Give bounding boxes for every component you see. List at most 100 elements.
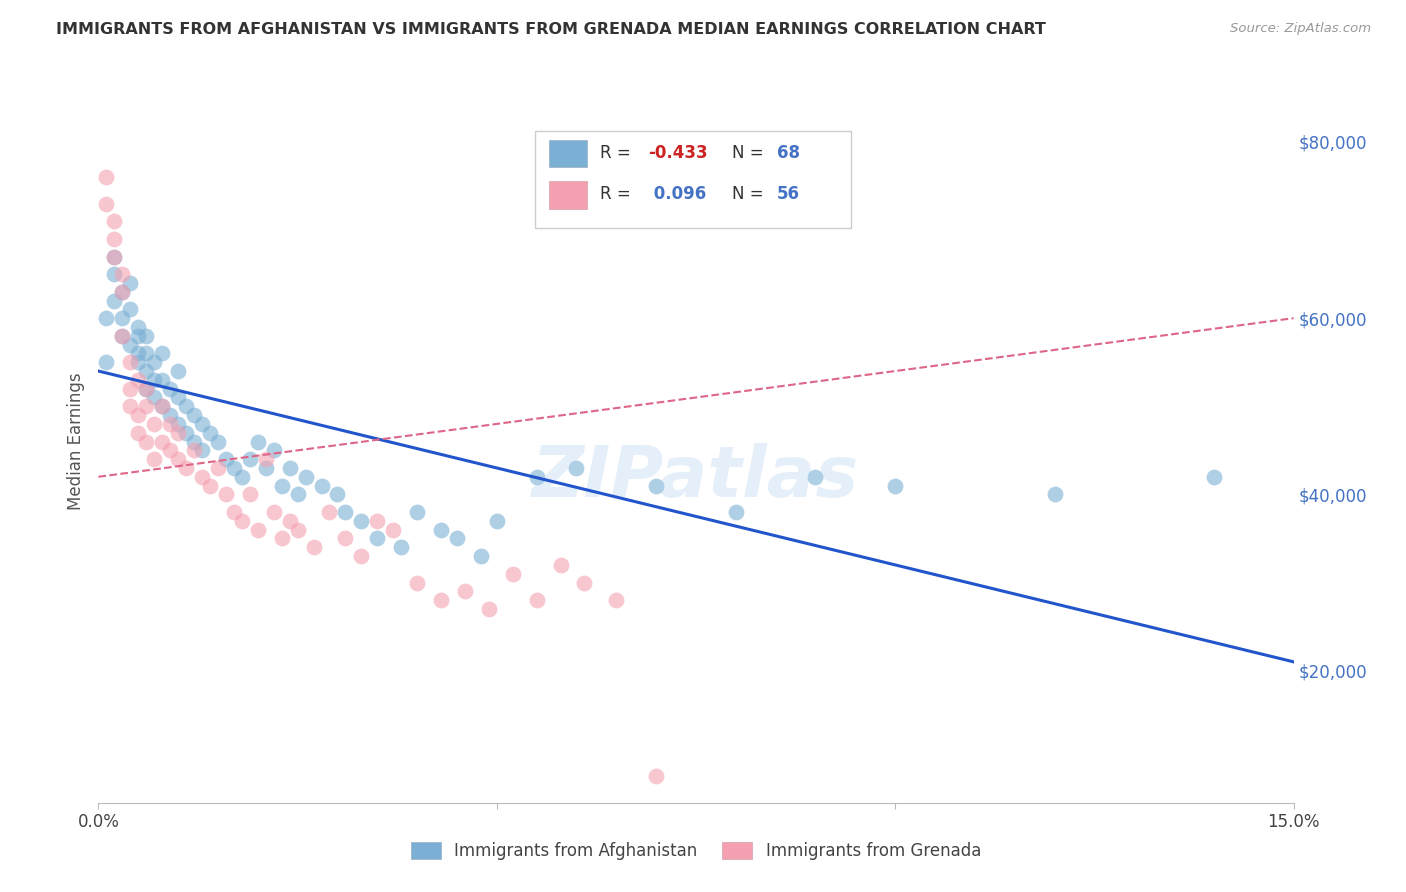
Point (143, 355, 166, 369)
Point (150, 346, 173, 360)
Text: 68: 68 (778, 144, 800, 161)
Point (135, 328, 157, 343)
Point (645, 769, 668, 783)
Point (103, 214, 125, 228)
Point (120, 337, 142, 351)
Point (406, 575, 429, 590)
Point (294, 470, 316, 484)
Point (143, 417, 166, 431)
Point (150, 399, 173, 413)
Point (350, 514, 373, 528)
Point (318, 505, 340, 519)
Point (406, 505, 429, 519)
Point (96, 355, 118, 369)
Point (287, 523, 309, 537)
Point (159, 443, 181, 458)
Point (143, 391, 166, 405)
Point (605, 593, 627, 607)
Point (135, 382, 157, 396)
Point (174, 461, 197, 475)
Point (150, 434, 173, 449)
Point (167, 391, 190, 405)
Point (111, 311, 134, 326)
Point (143, 373, 166, 387)
Point (183, 408, 205, 422)
Point (191, 443, 214, 458)
Point (311, 478, 333, 492)
Text: R =: R = (600, 186, 637, 203)
Point (526, 593, 548, 607)
Point (645, 478, 668, 492)
Point (326, 487, 349, 501)
Point (239, 487, 262, 501)
Point (96, 170, 118, 185)
Point (103, 267, 125, 281)
Point (502, 566, 524, 581)
Point (120, 399, 142, 413)
Legend: Immigrants from Afghanistan, Immigrants from Grenada: Immigrants from Afghanistan, Immigrants … (404, 835, 988, 867)
Point (150, 399, 173, 413)
Point (470, 549, 492, 563)
Point (478, 602, 501, 616)
Point (127, 355, 149, 369)
Point (111, 267, 134, 281)
Point (143, 452, 166, 467)
Point (1043, 487, 1066, 501)
Point (120, 302, 142, 317)
Point (287, 487, 309, 501)
Point (1202, 470, 1225, 484)
Text: IMMIGRANTS FROM AFGHANISTAN VS IMMIGRANTS FROM GRENADA MEDIAN EARNINGS CORRELATI: IMMIGRANTS FROM AFGHANISTAN VS IMMIGRANT… (56, 22, 1046, 37)
Point (804, 470, 827, 484)
Point (884, 478, 907, 492)
Text: R =: R = (600, 144, 637, 161)
Point (222, 461, 245, 475)
Point (103, 250, 125, 264)
Point (183, 434, 205, 449)
Point (127, 425, 149, 440)
Point (430, 593, 453, 607)
Point (167, 417, 190, 431)
Text: -0.433: -0.433 (648, 144, 707, 161)
Point (382, 523, 405, 537)
Text: N =: N = (733, 186, 769, 203)
Point (335, 532, 357, 546)
Point (239, 452, 262, 467)
Point (120, 382, 142, 396)
Point (120, 276, 142, 290)
Point (246, 434, 269, 449)
Point (246, 523, 269, 537)
Point (389, 541, 412, 555)
Point (198, 478, 221, 492)
Point (103, 250, 125, 264)
Point (278, 514, 301, 528)
Text: 0.096: 0.096 (648, 186, 706, 203)
FancyBboxPatch shape (534, 131, 852, 228)
Point (263, 443, 285, 458)
Point (167, 364, 190, 378)
Point (231, 514, 253, 528)
Point (215, 452, 238, 467)
Point (724, 505, 747, 519)
Point (103, 293, 125, 308)
Point (254, 461, 277, 475)
Point (270, 478, 292, 492)
Point (215, 487, 238, 501)
Point (159, 417, 181, 431)
Point (159, 408, 181, 422)
Point (350, 549, 373, 563)
Text: ZIPatlas: ZIPatlas (533, 443, 859, 512)
Point (96, 196, 118, 211)
Point (270, 532, 292, 546)
Point (103, 232, 125, 246)
Point (96, 311, 118, 326)
Point (454, 584, 477, 599)
Point (254, 452, 277, 467)
Point (550, 558, 572, 572)
Point (526, 470, 548, 484)
Point (263, 505, 285, 519)
Point (231, 470, 253, 484)
Point (127, 408, 149, 422)
Point (485, 514, 508, 528)
Point (127, 328, 149, 343)
Point (278, 461, 301, 475)
